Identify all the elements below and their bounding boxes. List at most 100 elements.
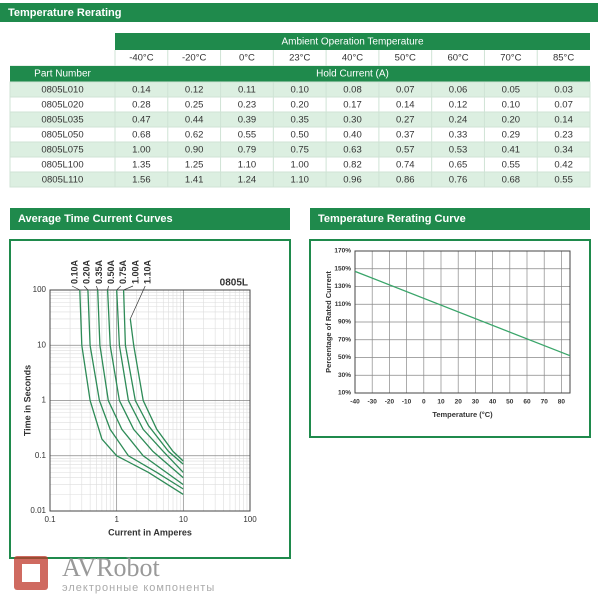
section-title: Temperature Rerating — [8, 7, 122, 19]
cell-value: 1.10 — [290, 175, 309, 186]
plot-border — [354, 250, 571, 394]
cell-value: 0.41 — [502, 145, 521, 156]
x-tick-label: 100 — [243, 515, 257, 524]
table-subheader — [10, 66, 590, 82]
column-header: 23°C — [289, 53, 310, 64]
cell-value: 0.82 — [343, 160, 362, 171]
curve — [354, 270, 571, 357]
cell-value: 0.30 — [343, 115, 362, 126]
section-bar — [0, 3, 598, 22]
chart-panel — [9, 239, 291, 559]
plot-border — [49, 289, 251, 512]
chart-panel — [309, 239, 591, 438]
cell-value: 0.68 — [502, 175, 521, 186]
cell-value: 0.14 — [554, 115, 573, 126]
watermark-tagline: электронные компоненты — [62, 582, 215, 594]
cell-value: 0.29 — [502, 130, 521, 141]
cell-value: 0.68 — [132, 130, 151, 141]
curve — [79, 289, 184, 495]
curve-label: 0.35A — [94, 259, 104, 284]
part-number: 0805L075 — [41, 145, 83, 156]
x-tick-label: 10 — [437, 399, 445, 406]
curve-label: 0.10A — [69, 259, 79, 284]
curve — [87, 289, 184, 490]
cell-value: 1.00 — [132, 145, 151, 156]
curve-label: 0.20A — [82, 259, 92, 284]
cell-value: 0.17 — [343, 100, 362, 111]
cell-value: 0.25 — [185, 100, 204, 111]
column-header: 70°C — [500, 53, 521, 64]
curve-label: 1.00A — [130, 259, 140, 284]
cell-value: 1.00 — [290, 160, 309, 171]
cell-value: 0.33 — [449, 130, 468, 141]
cell-value: 1.56 — [132, 175, 151, 186]
cell-value: 0.47 — [132, 115, 151, 126]
x-tick-label: 10 — [179, 515, 188, 524]
logo — [14, 556, 48, 590]
cell-value: 0.23 — [238, 100, 257, 111]
y-tick-label: 70% — [338, 336, 351, 343]
cell-value: 0.55 — [238, 130, 257, 141]
y-tick-label: 30% — [338, 372, 351, 379]
row-header: Part Number — [34, 69, 91, 80]
cell-value: 0.79 — [238, 145, 257, 156]
curve-label: 0.50A — [106, 259, 116, 284]
y-tick-label: 10 — [37, 340, 46, 349]
y-tick-label: 0.1 — [35, 451, 47, 460]
cell-value: 0.03 — [554, 85, 573, 96]
column-header: 60°C — [447, 53, 468, 64]
cell-value: 0.07 — [396, 85, 415, 96]
x-tick-label: 1 — [114, 515, 119, 524]
cell-value: 0.40 — [343, 130, 362, 141]
y-tick-label: 130% — [334, 283, 351, 290]
cell-value: 0.24 — [449, 115, 468, 126]
cell-value: 0.63 — [343, 145, 362, 156]
leader-line — [107, 285, 109, 291]
cell-value: 0.14 — [396, 100, 415, 111]
cell-value: 0.35 — [290, 115, 309, 126]
chart-title: Temperature Rerating Curve — [318, 213, 466, 225]
cell-value: 1.25 — [185, 160, 204, 171]
y-tick-label: 170% — [334, 248, 351, 255]
y-tick-label: 90% — [338, 319, 351, 326]
y-tick-label: 1 — [42, 396, 47, 405]
leader-line — [71, 285, 80, 291]
cell-value: 0.28 — [132, 100, 151, 111]
logo-core — [22, 564, 40, 582]
cell-value: 0.55 — [502, 160, 521, 171]
cell-value: 0.37 — [396, 130, 415, 141]
leader-line — [96, 285, 99, 291]
leader-line — [116, 285, 122, 291]
table-row — [9, 171, 591, 188]
cell-value: 0.20 — [502, 115, 521, 126]
column-header: -20°C — [182, 53, 207, 64]
chart-title-bar — [310, 208, 590, 230]
cell-value: 0.23 — [554, 130, 573, 141]
table-group-header-text: Ambient Operation Temperature — [281, 37, 424, 48]
x-axis-label: Temperature (°C) — [432, 410, 493, 419]
curve — [106, 289, 184, 479]
x-tick-label: 80 — [558, 399, 566, 406]
annotation: 0805L — [220, 278, 248, 289]
cell-value: 0.07 — [554, 100, 573, 111]
y-tick-label: 100 — [33, 285, 47, 294]
cell-value: 0.08 — [343, 85, 362, 96]
cell-value: 0.90 — [185, 145, 204, 156]
x-tick-label: 0.1 — [44, 515, 56, 524]
part-number: 0805L010 — [41, 85, 83, 96]
y-axis-label: Percentage of Rated Current — [324, 271, 333, 373]
x-tick-label: 70 — [541, 399, 549, 406]
x-axis-label: Current in Amperes — [108, 527, 192, 537]
part-number: 0805L110 — [42, 175, 84, 186]
cell-value: 0.57 — [396, 145, 415, 156]
column-header: 85°C — [553, 53, 574, 64]
cell-value: 0.65 — [449, 160, 468, 171]
watermark-brand: AVRobot — [62, 553, 161, 582]
cell-value: 0.11 — [238, 85, 256, 96]
cell-value: 0.76 — [449, 175, 468, 186]
y-axis-label: Time in Seconds — [22, 365, 32, 436]
cell-value: 0.96 — [343, 175, 362, 186]
cell-value: 0.50 — [290, 130, 309, 141]
cell-value: 0.05 — [502, 85, 521, 96]
